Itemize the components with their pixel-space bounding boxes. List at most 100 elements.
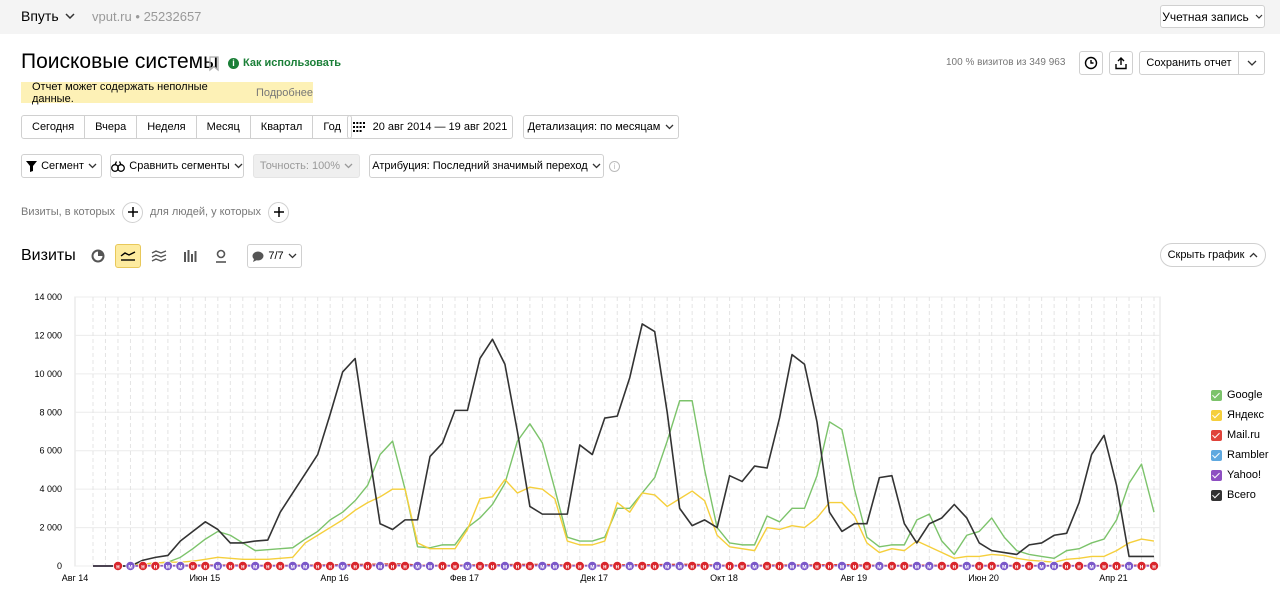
annotation-marker-icon <box>499 560 510 571</box>
annotation-marker-letter: н <box>204 565 208 571</box>
add-people-condition-button[interactable] <box>268 201 289 223</box>
period-today[interactable]: Сегодня <box>22 116 86 138</box>
compare-icon <box>111 160 126 172</box>
legend-item-mailru[interactable]: Mail.ru <box>1211 425 1269 445</box>
annotation-marker-letter: н <box>316 565 320 571</box>
chevron-down-icon <box>1255 14 1263 19</box>
annotation-marker-letter: м <box>503 565 508 571</box>
annotation-marker-letter: н <box>491 565 495 571</box>
compare-label: Сравнить сегменты <box>129 160 230 172</box>
annotation-marker-icon <box>225 560 236 571</box>
annotation-marker-letter: н <box>890 565 894 571</box>
annotation-marker-letter: м <box>802 565 807 571</box>
annotation-marker-letter: н <box>603 565 607 571</box>
annotation-marker-letter: м <box>915 565 920 571</box>
annotation-marker-letter: н <box>952 565 956 571</box>
line-chart-view-button[interactable] <box>115 244 141 268</box>
incomplete-data-warning: Отчет может содержать неполные данные. П… <box>21 81 313 105</box>
attribution-info-icon[interactable]: i <box>609 161 620 172</box>
legend-item-google[interactable]: Google <box>1211 385 1269 405</box>
series-selector[interactable]: 7/7 <box>247 244 302 268</box>
annotation-marker-letter: н <box>740 565 744 571</box>
annotation-marker-icon <box>337 560 348 571</box>
save-options-dropdown[interactable] <box>1239 52 1264 74</box>
accuracy-dropdown[interactable]: Точность: 100% <box>253 154 360 178</box>
annotation-marker-letter: м <box>340 565 345 571</box>
annotation-marker-icon <box>1086 560 1097 571</box>
attribution-dropdown[interactable]: Атрибуция: Последний значимый переход <box>369 154 604 178</box>
annotation-marker-letter: м <box>1127 565 1132 571</box>
map-view-button[interactable] <box>208 244 234 268</box>
annotation-marker-icon <box>175 560 186 571</box>
period-week[interactable]: Неделя <box>137 116 197 138</box>
area-chart-view-button[interactable] <box>146 244 172 268</box>
annotation-marker-letter: н <box>1140 565 1144 571</box>
counter-selector[interactable]: Впуть <box>21 8 75 24</box>
annotation-marker-letter: м <box>253 565 258 571</box>
annotation-marker-icon <box>1111 560 1122 571</box>
series-line-Google <box>93 400 1155 567</box>
annotation-marker-icon <box>649 560 660 571</box>
annotation-marker-icon <box>412 560 423 571</box>
detail-dropdown[interactable]: Детализация: по месяцам <box>523 115 679 139</box>
x-tick-label: Окт 18 <box>710 573 738 583</box>
annotation-marker-letter: н <box>940 565 944 571</box>
hide-chart-button[interactable]: Скрыть график <box>1160 243 1266 267</box>
site-info: vput.ru • 25232657 <box>92 9 201 24</box>
annotation-marker-letter: н <box>391 565 395 571</box>
save-report-button[interactable]: Сохранить отчет <box>1139 51 1265 75</box>
annotation-marker-icon <box>799 560 810 571</box>
chevron-down-icon <box>88 163 97 169</box>
pie-chart-view-button[interactable] <box>85 244 111 268</box>
legend-item-rambler[interactable]: Rambler <box>1211 445 1269 465</box>
warning-more-link[interactable]: Подробнее <box>255 86 313 99</box>
annotation-marker-letter: н <box>578 565 582 571</box>
annotation-marker-letter: н <box>1027 565 1031 571</box>
legend-item-total[interactable]: Всего <box>1211 485 1269 505</box>
period-quarter[interactable]: Квартал <box>251 116 314 138</box>
account-button[interactable]: Учетная запись <box>1160 5 1265 28</box>
period-year[interactable]: Год <box>323 121 341 133</box>
segment-dropdown[interactable]: Сегмент <box>21 154 102 178</box>
annotation-marker-icon <box>774 560 785 571</box>
annotation-marker-icon <box>512 560 523 571</box>
history-button[interactable] <box>1079 51 1103 75</box>
counter-id: 25232657 <box>143 9 202 24</box>
date-range-button[interactable]: 20 авг 2014 — 19 авг 2021 <box>347 115 513 139</box>
legend-label: Google <box>1227 389 1263 401</box>
annotation-marker-icon <box>574 560 585 571</box>
annotation-marker-icon <box>325 560 336 571</box>
howto-link[interactable]: i Как использовать <box>228 57 341 69</box>
annotation-marker-letter: н <box>228 565 232 571</box>
annotation-marker-letter: н <box>728 565 732 571</box>
export-button[interactable] <box>1109 51 1133 75</box>
annotation-marker-letter: м <box>790 565 795 571</box>
x-tick-label: Июн 20 <box>968 573 999 583</box>
period-month[interactable]: Месяц <box>197 116 251 138</box>
annotation-marker-icon <box>836 560 847 571</box>
annotation-marker-letter: н <box>653 565 657 571</box>
annotation-marker-icon <box>250 560 261 571</box>
legend-item-yandex[interactable]: Яндекс <box>1211 405 1269 425</box>
y-tick-label: 12 000 <box>34 330 62 340</box>
column-chart-view-button[interactable] <box>177 244 203 268</box>
annotation-marker-icon <box>112 560 123 571</box>
period-selector: Сегодня Вчера Неделя Месяц Квартал Год <box>21 115 352 139</box>
site-separator: • <box>135 9 140 24</box>
compare-segments-dropdown[interactable]: Сравнить сегменты <box>110 154 244 178</box>
accuracy-label: Точность: 100% <box>259 160 341 172</box>
legend-item-yahoo[interactable]: Yahoo! <box>1211 465 1269 485</box>
annotation-marker-icon <box>362 560 373 571</box>
period-yesterday[interactable]: Вчера <box>85 116 138 138</box>
annotation-marker-icon <box>874 560 885 571</box>
chevron-down-icon <box>592 163 601 169</box>
filter-row: Визиты, в которых для людей, у которых <box>21 201 296 223</box>
annotation-marker-icon <box>986 560 997 571</box>
annotation-marker-letter: н <box>191 565 195 571</box>
add-visit-condition-button[interactable] <box>122 201 143 223</box>
bookmark-icon[interactable] <box>208 56 220 72</box>
annotation-marker-letter: н <box>765 565 769 571</box>
annotation-marker-icon <box>1124 560 1135 571</box>
chart-legend: Google Яндекс Mail.ru Rambler Yahoo! Все… <box>1211 385 1269 505</box>
annotation-marker-icon <box>125 560 136 571</box>
